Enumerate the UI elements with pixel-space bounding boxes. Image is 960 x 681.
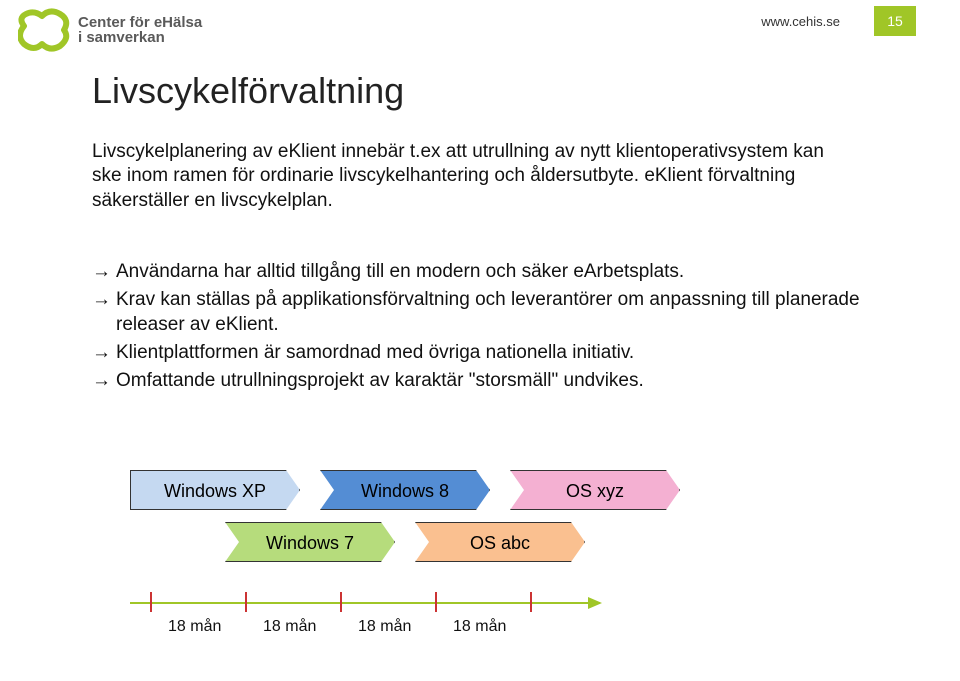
bullet-item: → Användarna har alltid tillgång till en… — [92, 260, 872, 284]
page-number-badge: 15 — [874, 6, 916, 36]
timeline-tick — [340, 592, 342, 612]
chevron-box: Windows 7 — [225, 522, 395, 562]
timeline-tick — [435, 592, 437, 612]
timeline-label: 18 mån — [168, 618, 221, 636]
arrow-icon: → — [92, 341, 111, 365]
header-url: www.cehis.se — [761, 14, 840, 29]
body-paragraph: Livscykelplanering av eKlient innebär t.… — [92, 140, 852, 213]
bullet-list: → Användarna har alltid tillgång till en… — [92, 260, 872, 398]
timeline-tick — [530, 592, 532, 612]
arrow-icon: → — [92, 369, 111, 393]
bullet-text: Omfattande utrullningsprojekt av karaktä… — [116, 370, 644, 391]
logo-text: Center för eHälsa i samverkan — [78, 15, 202, 45]
bullet-text: Klientplattformen är samordnad med övrig… — [116, 342, 634, 363]
bullet-item: → Krav kan ställas på applikationsförval… — [92, 288, 872, 337]
page-title: Livscykelförvaltning — [92, 70, 404, 112]
timeline: 18 mån18 mån18 mån18 mån — [130, 592, 610, 632]
timeline-tick — [150, 592, 152, 612]
arrow-icon: → — [92, 260, 111, 284]
timeline-label: 18 mån — [453, 618, 506, 636]
bullet-item: → Omfattande utrullningsprojekt av karak… — [92, 369, 872, 393]
bullet-text: Användarna har alltid tillgång till en m… — [116, 261, 684, 282]
timeline-axis — [130, 602, 610, 604]
chevron-box: Windows 8 — [320, 470, 490, 510]
timeline-label: 18 mån — [358, 618, 411, 636]
chevron-box: OS abc — [415, 522, 585, 562]
header: Center för eHälsa i samverkan — [18, 8, 202, 52]
chevron-box: Windows XP — [130, 470, 300, 510]
bullet-text: Krav kan ställas på applikationsförvaltn… — [116, 289, 860, 334]
bullet-item: → Klientplattformen är samordnad med övr… — [92, 341, 872, 365]
chevron-box: OS xyz — [510, 470, 680, 510]
lifecycle-diagram: OS abc Windows 7 OS xyz Windows 8 Windows XP… — [130, 470, 830, 660]
timeline-tick — [245, 592, 247, 612]
logo-line2: i samverkan — [78, 30, 202, 45]
logo-line1: Center för eHälsa — [78, 15, 202, 30]
timeline-label: 18 mån — [263, 618, 316, 636]
arrow-icon: → — [92, 288, 111, 312]
logo-icon — [18, 8, 70, 52]
